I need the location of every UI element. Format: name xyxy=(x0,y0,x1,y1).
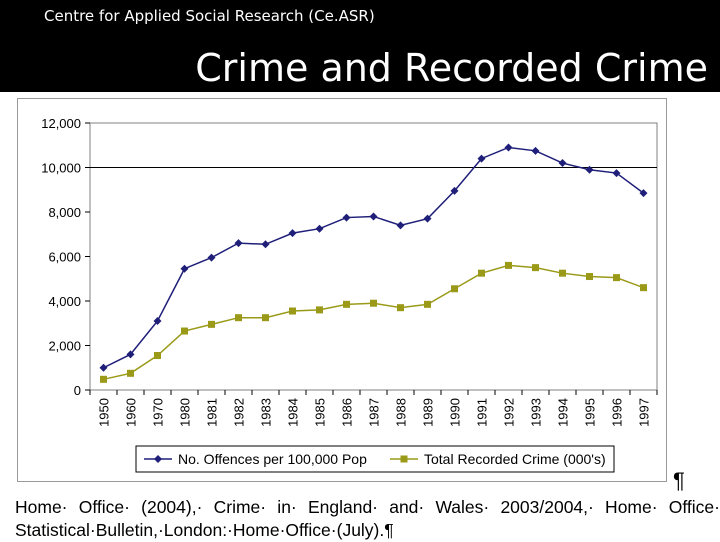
organization-name: Centre for Applied Social Research (Ce.A… xyxy=(44,7,375,25)
data-point-diamond xyxy=(180,264,189,273)
data-point-square xyxy=(154,352,161,360)
x-tick-label: 1995 xyxy=(583,398,598,427)
x-tick-label: 1960 xyxy=(124,398,139,427)
y-tick-label: 0 xyxy=(74,383,81,398)
source-citation: Home· Office· (2004),· Crime· in· Englan… xyxy=(15,497,720,540)
data-point-square xyxy=(640,284,647,292)
y-tick-label: 8,000 xyxy=(48,205,81,220)
data-point-square xyxy=(478,269,485,277)
data-point-diamond xyxy=(153,317,162,326)
data-point-diamond xyxy=(315,224,324,233)
pilcrow-mark: ¶ xyxy=(673,468,685,493)
data-point-diamond xyxy=(423,214,432,223)
plot-area xyxy=(89,122,658,391)
x-tick-label: 1984 xyxy=(286,398,301,427)
x-tick-label: 1985 xyxy=(313,398,328,427)
x-tick-label: 1982 xyxy=(232,398,247,427)
data-point-diamond xyxy=(288,229,297,238)
data-point-square xyxy=(343,300,350,308)
data-point-square xyxy=(559,269,566,277)
data-point-diamond xyxy=(450,186,459,195)
x-tick-label: 1950 xyxy=(97,398,112,427)
x-tick-label: 1996 xyxy=(610,398,625,427)
data-point-square xyxy=(181,327,188,335)
x-tick-label: 1997 xyxy=(637,398,652,427)
data-point-square xyxy=(370,299,377,307)
slide-title: Crime and Recorded Crime xyxy=(195,46,708,90)
legend-marker-square xyxy=(400,455,408,463)
data-point-square xyxy=(532,264,539,272)
data-point-diamond xyxy=(261,240,270,249)
data-point-diamond xyxy=(477,154,486,163)
y-tick-label: 6,000 xyxy=(48,250,81,265)
y-tick-label: 4,000 xyxy=(48,294,81,309)
data-point-diamond xyxy=(342,213,351,222)
data-point-diamond xyxy=(504,143,513,152)
data-point-square xyxy=(505,261,512,269)
slide-header: Centre for Applied Social Research (Ce.A… xyxy=(0,0,720,92)
legend-label-0: No. Offences per 100,000 Pop xyxy=(178,451,367,467)
data-point-diamond xyxy=(207,253,216,262)
x-tick-label: 1988 xyxy=(394,398,409,427)
data-point-square xyxy=(235,314,242,322)
data-point-diamond xyxy=(369,212,378,221)
data-point-square xyxy=(100,375,107,383)
legend-marker-diamond xyxy=(154,455,162,463)
x-tick-label: 1983 xyxy=(259,398,274,427)
x-tick-label: 1990 xyxy=(448,398,463,427)
data-point-diamond xyxy=(612,169,621,178)
data-point-square xyxy=(586,273,593,281)
x-tick-label: 1986 xyxy=(340,398,355,427)
y-tick-label: 2,000 xyxy=(48,339,81,354)
data-point-square xyxy=(397,304,404,312)
x-tick-label: 1991 xyxy=(475,398,490,427)
x-tick-label: 1981 xyxy=(205,398,220,427)
data-point-square xyxy=(613,274,620,282)
data-point-square xyxy=(262,314,269,322)
data-point-diamond xyxy=(558,159,567,168)
y-tick-label: 12,000 xyxy=(41,116,81,131)
data-point-square xyxy=(127,369,134,377)
data-point-square xyxy=(289,307,296,315)
data-point-diamond xyxy=(396,221,405,230)
data-point-diamond xyxy=(234,239,243,248)
x-tick-label: 1989 xyxy=(421,398,436,427)
x-tick-label: 1980 xyxy=(178,398,193,427)
data-point-diamond xyxy=(99,363,108,372)
series-line-0 xyxy=(103,146,644,369)
x-tick-label: 1970 xyxy=(151,398,166,427)
data-point-square xyxy=(316,306,323,314)
data-point-diamond xyxy=(126,350,135,359)
data-point-diamond xyxy=(585,165,594,174)
series-line-1 xyxy=(103,264,644,381)
x-tick-label: 1987 xyxy=(367,398,382,427)
x-tick-label: 1993 xyxy=(529,398,544,427)
crime-line-chart: 0 2,000 4,000 6,000 8,000 10,000 12,000 1950 196… xyxy=(41,116,658,473)
legend-box xyxy=(135,445,615,473)
data-point-square xyxy=(424,300,431,308)
legend-label-1: Total Recorded Crime (000's) xyxy=(424,451,606,467)
data-point-diamond xyxy=(639,189,648,198)
data-point-diamond xyxy=(531,146,540,155)
data-point-square xyxy=(451,285,458,293)
x-tick-label: 1994 xyxy=(556,398,571,427)
x-tick-label: 1992 xyxy=(502,398,517,427)
y-tick-label: 10,000 xyxy=(41,161,81,176)
data-point-square xyxy=(208,320,215,328)
